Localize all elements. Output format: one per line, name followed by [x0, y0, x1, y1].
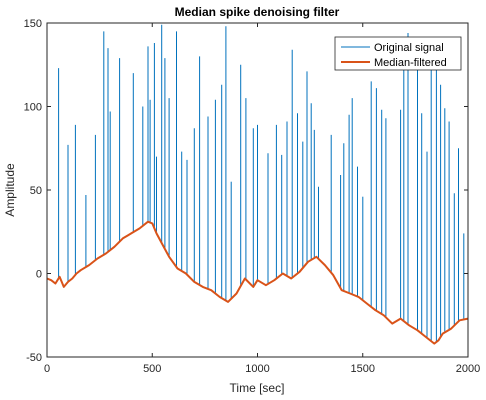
y-axis-ticks: -50 0 50 100 150 — [24, 18, 468, 364]
legend-label-original-signal: Original signal — [374, 42, 444, 54]
y-tick-label: 150 — [24, 18, 42, 30]
y-axis-label: Amplitude — [3, 163, 17, 217]
legend-box — [334, 36, 462, 71]
x-tick-label: 500 — [143, 363, 161, 375]
x-axis-ticks: 0 500 1000 1500 2000 — [44, 23, 480, 375]
x-tick-label: 1500 — [351, 363, 375, 375]
original-signal-series — [46, 24, 469, 345]
x-axis-label: Time [sec] — [230, 381, 285, 395]
legend: Original signal Median-filtered — [334, 36, 462, 71]
x-tick-label: 0 — [44, 363, 50, 375]
y-tick-label: 0 — [36, 269, 42, 281]
legend-label-median-filtered: Median-filtered — [374, 57, 447, 69]
chart-title: Median spike denoising filter — [175, 5, 340, 19]
x-tick-label: 1000 — [245, 363, 269, 375]
y-tick-label: 50 — [30, 185, 42, 197]
y-tick-label: -50 — [26, 352, 42, 364]
median-filtered-line — [46, 220, 469, 345]
median-filtered-series — [46, 220, 469, 345]
y-tick-label: 100 — [24, 102, 42, 114]
x-tick-label: 2000 — [456, 363, 480, 375]
